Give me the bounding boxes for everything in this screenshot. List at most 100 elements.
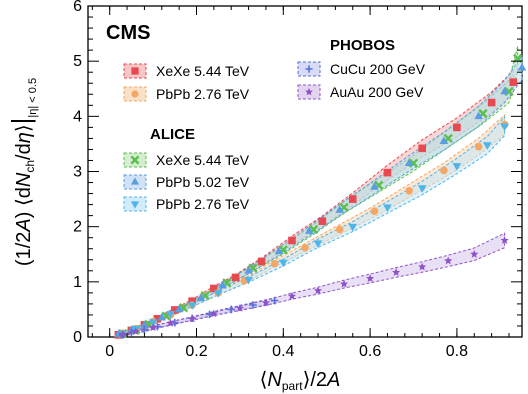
point-alice-3 (404, 158, 414, 167)
x-title-part: ⟩/2 (303, 369, 327, 391)
point-cms-1 (301, 243, 309, 252)
point-cms-0 (487, 98, 496, 107)
x-tick-label: 0.4 (272, 343, 294, 360)
point-phobos-6 (444, 256, 453, 265)
point-phobos-6 (261, 298, 271, 307)
point-alice-3 (439, 136, 449, 144)
point-alice-3 (274, 246, 284, 255)
y-tick-label: 1 (73, 274, 82, 291)
x-title-part: N (267, 369, 282, 391)
legend-alice-1-marker (130, 177, 140, 185)
legend-alice-2-label: PbPb 2.76 TeV (156, 196, 250, 212)
y-title-part: ) ⟨d (13, 187, 35, 218)
point-alice-3 (174, 304, 184, 313)
point-cms-0 (383, 168, 392, 177)
point-phobos-6 (500, 236, 509, 244)
point-phobos-6 (166, 318, 175, 327)
point-alice-4 (452, 163, 462, 171)
point-alice-3 (244, 266, 253, 274)
point-alice-3 (305, 226, 314, 234)
legend-phobos-0-marker (305, 65, 313, 73)
point-alice-4 (313, 240, 323, 249)
y-title-part: η (13, 132, 35, 143)
y-title-part: |η| < 0.5 (27, 78, 39, 118)
point-phobos-6 (470, 249, 479, 258)
legend-phobos-1-label: AuAu 200 GeV (330, 84, 424, 100)
y-title-part: | (6, 118, 36, 125)
point-alice-3 (370, 182, 379, 190)
point-phobos-6 (418, 262, 427, 271)
point-phobos-6 (366, 274, 375, 282)
legend-cms-0-marker (131, 67, 139, 75)
point-alice-3 (157, 312, 167, 321)
point-cms-0 (288, 236, 296, 245)
point-phobos-6 (188, 314, 197, 323)
point-cms-1 (405, 187, 413, 195)
y-title-part: ch (23, 160, 37, 173)
x-tick-label: 0 (105, 343, 114, 360)
point-alice-3 (474, 111, 483, 120)
point-phobos-6 (131, 327, 140, 335)
y-title-part: N (13, 172, 35, 187)
y-tick-label: 6 (73, 0, 82, 15)
point-cms-1 (474, 142, 483, 151)
axis-ticks: 00.20.40.60.810123456 (73, 0, 522, 360)
legend-alice-1-label: PbPb 5.02 TeV (156, 174, 250, 190)
point-alice-4 (383, 204, 392, 213)
point-cms-1 (440, 166, 448, 175)
point-cms-0 (348, 195, 357, 203)
legend-phobos-1-marker (305, 87, 313, 96)
point-alice-3 (196, 293, 206, 302)
point-phobos-5 (270, 296, 279, 305)
point-cms-0 (453, 123, 461, 132)
point-cms-0 (171, 306, 179, 314)
legend-cms-1-marker (131, 90, 139, 98)
legend: XeXe 5.44 TeV PbPb 2.76 TeV ALICE XeXe 5.44… (123, 37, 426, 212)
legend-phobos-0-label: CuCu 200 GeV (330, 61, 426, 77)
x-tick-label: 0.6 (359, 343, 381, 360)
point-cms-0 (153, 314, 162, 323)
point-alice-4 (187, 302, 197, 310)
point-alice-4 (482, 142, 492, 150)
point-cms-0 (231, 273, 240, 282)
point-phobos-6 (149, 323, 158, 332)
legend-alice-2-marker (130, 201, 140, 209)
point-phobos-5 (227, 305, 236, 314)
y-title-part: /d (13, 143, 35, 160)
point-phobos-6 (392, 268, 401, 276)
point-alice-4 (348, 223, 358, 232)
point-alice-3 (218, 280, 227, 289)
data-points (114, 53, 527, 339)
x-axis-title: ⟨Npart⟩/2A (260, 369, 341, 393)
y-tick-label: 2 (73, 219, 82, 236)
point-phobos-6 (287, 291, 297, 300)
x-title-part: ⟨ (260, 369, 268, 391)
y-tick-label: 4 (73, 108, 82, 125)
point-cms-1 (270, 259, 279, 268)
point-alice-4 (244, 276, 253, 285)
legend-cms-1-label: PbPb 2.76 TeV (156, 86, 250, 102)
point-alice-4 (166, 311, 175, 319)
point-alice-4 (500, 123, 509, 132)
point-alice-3 (517, 62, 527, 71)
point-alice-4 (417, 185, 427, 193)
point-phobos-6 (313, 286, 323, 295)
y-title-part: A (13, 218, 35, 232)
point-alice-3 (500, 86, 509, 95)
point-cms-0 (257, 257, 266, 266)
legend-header-phobos: PHOBOS (330, 37, 395, 54)
point-alice-4 (279, 259, 288, 268)
point-phobos-6 (209, 309, 218, 318)
x-tick-label: 0.2 (185, 343, 207, 360)
y-title-part: ⟩ (13, 124, 35, 132)
point-phobos-5 (140, 326, 149, 334)
y-title-part: (1/2 (13, 232, 35, 266)
point-alice-4 (213, 290, 223, 298)
point-alice-4 (148, 319, 158, 327)
experiment-label: CMS (106, 22, 150, 44)
legend-header-alice: ALICE (150, 126, 195, 143)
x-title-part: A (326, 369, 340, 391)
y-axis-title: (1/2A) ⟨dNch/dη⟩||η| < 0.5 (6, 78, 39, 266)
point-phobos-6 (235, 304, 244, 312)
